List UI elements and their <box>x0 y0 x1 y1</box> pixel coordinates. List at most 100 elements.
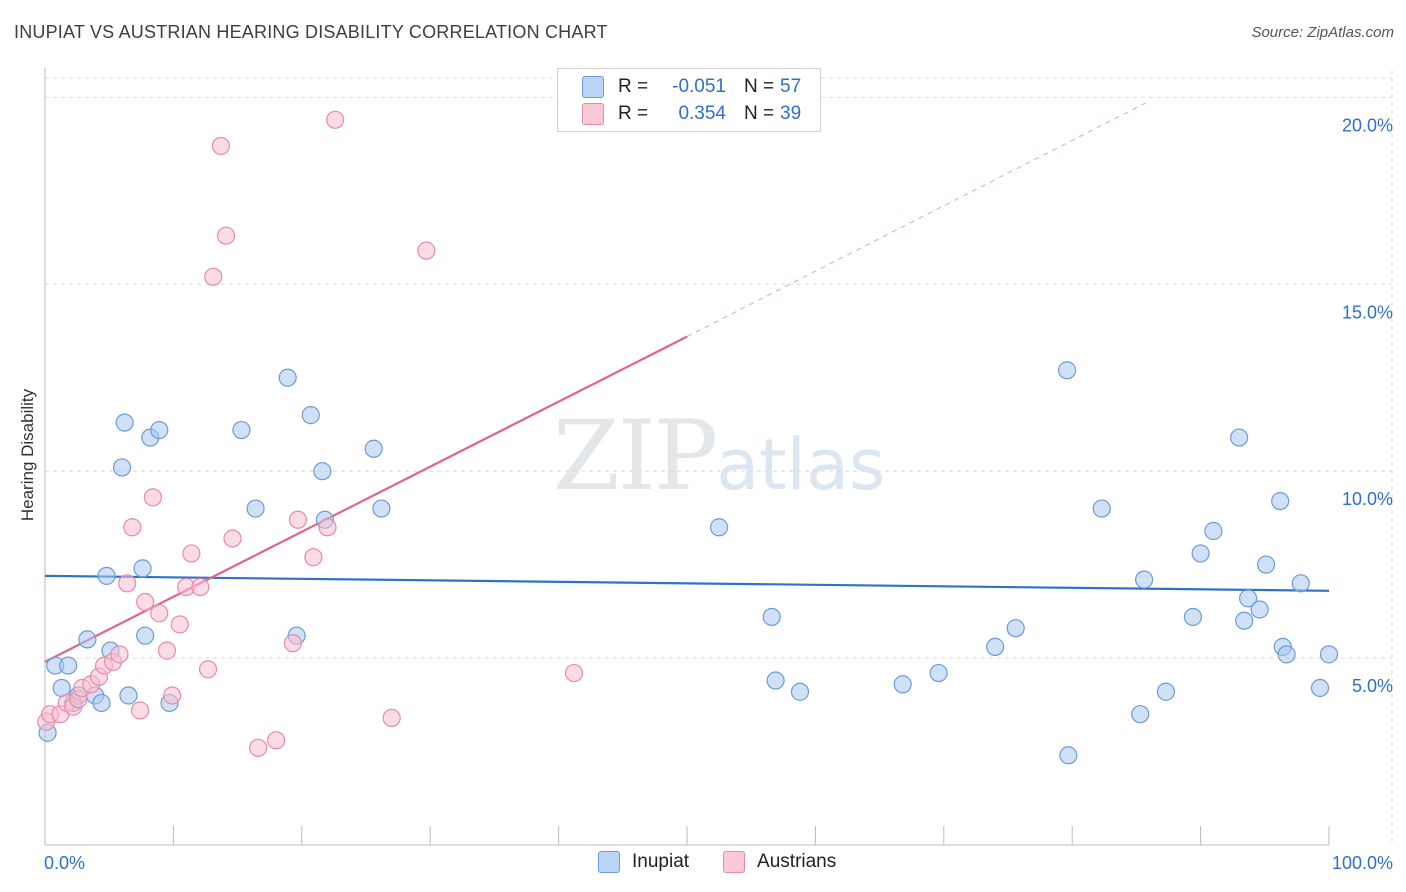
inupiat-point <box>133 559 152 578</box>
inupiat-point <box>372 499 391 518</box>
austrians-swatch <box>723 851 746 873</box>
austrians-trend-line <box>44 335 688 663</box>
inupiat-point <box>115 413 134 432</box>
inupiat-point <box>1204 521 1223 541</box>
austrians-point <box>417 241 436 260</box>
legend-row-inupiat: R = -0.051 N = 57 <box>582 74 801 100</box>
inupiat-point <box>1230 428 1249 447</box>
inupiat-point <box>112 458 132 477</box>
inupiat-point <box>1059 746 1078 765</box>
austrians-point <box>304 548 323 567</box>
grid-lines <box>45 70 1393 845</box>
austrians-point <box>130 701 150 720</box>
inupiat-point <box>246 499 265 518</box>
austrians-point <box>288 510 308 529</box>
inupiat-point <box>893 675 912 694</box>
austrians-point <box>216 226 236 245</box>
data-points <box>37 103 1339 765</box>
n-value: 57 <box>780 76 802 97</box>
austrians-point <box>191 577 210 597</box>
austrians-point <box>182 544 201 563</box>
austrians-trend-line <box>686 100 1150 338</box>
inupiat-point <box>986 637 1005 656</box>
inupiat-point <box>1250 600 1269 619</box>
inupiat-point <box>1235 611 1254 630</box>
austrians-point <box>123 518 142 537</box>
austrians-point <box>249 738 268 757</box>
austrians-point <box>118 574 137 593</box>
austrians-point <box>326 110 345 129</box>
inupiat-point <box>1156 682 1176 701</box>
inupiat-point <box>232 420 251 440</box>
austrians-point <box>157 641 177 660</box>
inupiat-point <box>364 439 383 458</box>
austrians-swatch <box>582 103 604 125</box>
inupiat-point <box>1277 645 1296 664</box>
austrians-point <box>170 615 189 634</box>
inupiat-point <box>92 693 111 713</box>
inupiat-point <box>136 626 155 645</box>
inupiat-point <box>709 518 729 537</box>
austrians-point <box>163 686 182 705</box>
austrians-point <box>136 592 155 612</box>
r-label: R = <box>618 103 649 124</box>
austrians-point <box>204 267 223 286</box>
n-label: N = <box>744 103 775 124</box>
inupiat-point <box>1271 491 1290 511</box>
inupiat-trend-line <box>44 574 1330 592</box>
inupiat-point <box>150 420 169 440</box>
austrians-point <box>564 663 584 683</box>
r-label: R = <box>618 76 649 97</box>
inupiat-point <box>1310 678 1330 698</box>
y-axis-label: Hearing Disability <box>18 388 37 522</box>
inupiat-point <box>1319 645 1339 664</box>
r-value: -0.051 <box>672 76 726 97</box>
watermark: ZIPatlas <box>553 400 885 512</box>
austrians-point <box>143 488 162 507</box>
inupiat-point <box>59 656 78 675</box>
inupiat-point <box>97 566 116 585</box>
x-tick-label: 100.0% <box>1332 853 1393 873</box>
inupiat-point <box>1006 619 1025 638</box>
series-legend: Inupiat Austrians <box>598 851 870 873</box>
correlation-legend: R = -0.051 N = 57 R = 0.354 N = 39 <box>557 68 821 132</box>
watermark-atlas: atlas <box>716 424 886 506</box>
inupiat-point <box>301 406 320 425</box>
inupiat-point <box>1135 570 1154 589</box>
austrians-point <box>283 634 302 653</box>
legend-item-austrians[interactable]: Austrians <box>723 851 836 873</box>
austrians-point <box>223 529 242 548</box>
inupiat-point <box>1183 607 1202 627</box>
inupiat-point <box>119 686 138 705</box>
source-label: Source: ZipAtlas.com <box>1251 24 1394 41</box>
inupiat-point <box>1239 589 1258 608</box>
inupiat-point <box>1256 555 1276 574</box>
y-tick-label: 15.0% <box>1342 302 1393 322</box>
austrians-point <box>110 645 129 664</box>
inupiat-point <box>762 607 781 627</box>
inupiat-point <box>790 682 810 701</box>
watermark-zip: ZIP <box>553 400 718 512</box>
inupiat-swatch <box>598 851 620 873</box>
legend-item-inupiat[interactable]: Inupiat <box>598 851 689 873</box>
legend-row-austrians: R = 0.354 N = 39 <box>582 101 801 127</box>
inupiat-point <box>766 671 785 690</box>
inupiat-point <box>1131 705 1150 724</box>
legend-label-inupiat: Inupiat <box>632 851 690 872</box>
austrians-point <box>382 708 401 728</box>
inupiat-point <box>1291 574 1310 593</box>
austrians-point <box>150 604 169 623</box>
y-tick-label: 10.0% <box>1342 489 1393 509</box>
austrians-point <box>198 660 218 679</box>
axes <box>44 68 1330 846</box>
austrians-point <box>318 518 337 537</box>
n-value: 39 <box>780 103 802 124</box>
chart-title: INUPIAT VS AUSTRIAN HEARING DISABILITY C… <box>14 22 608 42</box>
legend-label-austrians: Austrians <box>757 851 837 872</box>
austrians-point <box>211 136 231 156</box>
tick-labels: 5.0% 10.0% 15.0% 20.0% 0.0% 100.0% <box>44 115 1393 873</box>
x-tick-label: 0.0% <box>44 853 85 873</box>
inupiat-point <box>78 630 97 649</box>
inupiat-point <box>1191 544 1210 563</box>
